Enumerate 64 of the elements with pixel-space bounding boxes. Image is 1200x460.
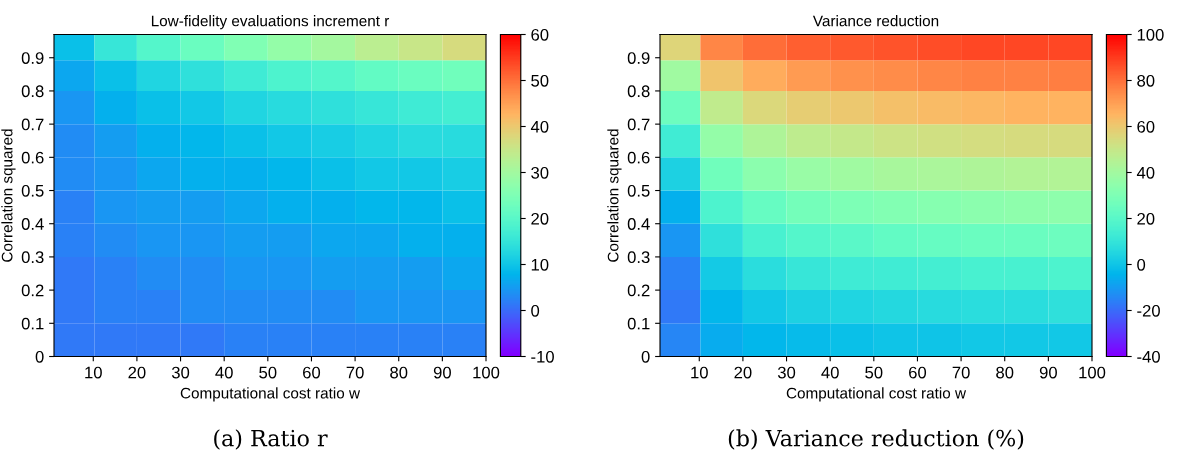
y-tick-label: 0.9 (21, 52, 44, 64)
chart-title: Low-fidelity evaluations increment r (151, 15, 390, 30)
y-tick-label: 0.2 (21, 284, 44, 297)
x-tick-label: 80 (390, 366, 408, 379)
y-tick-label: 0.3 (627, 251, 650, 264)
y-tick-label: 0.1 (21, 317, 44, 330)
color-bar-label: 40 (1136, 166, 1155, 179)
x-tick-label: 30 (171, 366, 190, 379)
color-bar-label: 20 (531, 212, 549, 225)
y-axis-title: Correlation squared (1, 129, 16, 262)
y-tick-label: 0.3 (21, 251, 44, 264)
color-bar-label: 10 (531, 258, 549, 271)
text: (b) Variance reduction (%) (728, 429, 1024, 450)
x-tick-label: 30 (777, 366, 796, 379)
x-tick-label: 90 (433, 366, 451, 379)
x-tick-label: 50 (865, 366, 883, 379)
color-bar-label: -40 (1137, 350, 1160, 363)
y-tick-label: 0.1 (627, 317, 650, 330)
x-tick-label: 70 (346, 366, 364, 379)
x-tick-label: 90 (1039, 366, 1057, 379)
color-bar-label: 80 (1137, 74, 1155, 87)
y-tick-label: 0 (35, 350, 44, 363)
color-bar-label: 40 (530, 120, 549, 133)
color-bar-label: 100 (1137, 28, 1164, 41)
x-axis-title: Computational cost ratio w (180, 387, 361, 402)
y-tick-label: 0.8 (21, 85, 44, 98)
x-tick-label: 50 (259, 366, 277, 379)
x-axis-title: Computational cost ratio w (786, 387, 967, 402)
y-tick-label: 0.4 (627, 218, 650, 230)
y-tick-label: 0.9 (627, 52, 650, 64)
color-bar-label: 60 (531, 28, 549, 41)
y-tick-label: 0.2 (627, 284, 650, 297)
x-tick-label: 10 (691, 366, 708, 379)
chart-title: Variance reduction (812, 15, 939, 27)
y-tick-label: 0.5 (21, 184, 44, 197)
y-tick-label: 0.5 (627, 184, 650, 197)
y-tick-label: 0.7 (627, 118, 650, 131)
y-axis-title: Correlation squared (607, 129, 622, 262)
y-tick-label: 0.8 (627, 85, 650, 98)
y-tick-label: 0.6 (627, 151, 650, 164)
color-bar-label: 0 (1137, 258, 1146, 271)
y-tick-label: 0.4 (21, 218, 44, 230)
color-bar-label: -20 (1137, 304, 1160, 317)
color-bar-label: -10 (531, 350, 554, 363)
color-bar-label: 30 (531, 166, 549, 179)
x-tick-label: 40 (821, 366, 839, 379)
color-bar-label: 50 (531, 74, 549, 87)
text: (a) Ratio r (214, 429, 328, 450)
x-tick-label: 80 (996, 366, 1014, 379)
x-tick-label: 20 (734, 366, 752, 379)
color-bar-label: 0 (531, 304, 540, 317)
x-tick-label: 10 (85, 366, 102, 379)
x-tick-label: 70 (952, 366, 970, 379)
x-tick-label: 60 (303, 366, 321, 379)
x-tick-label: 20 (128, 366, 146, 379)
y-tick-label: 0.7 (21, 118, 44, 131)
x-tick-label: 100 (1079, 366, 1106, 379)
x-tick-label: 60 (909, 366, 927, 379)
y-tick-label: 0 (641, 350, 650, 363)
color-bar-label: 60 (1137, 120, 1155, 133)
y-tick-label: 0.6 (21, 151, 44, 164)
x-tick-label: 100 (473, 366, 500, 379)
color-bar-label: 20 (1137, 212, 1155, 225)
x-tick-label: 40 (215, 366, 233, 379)
